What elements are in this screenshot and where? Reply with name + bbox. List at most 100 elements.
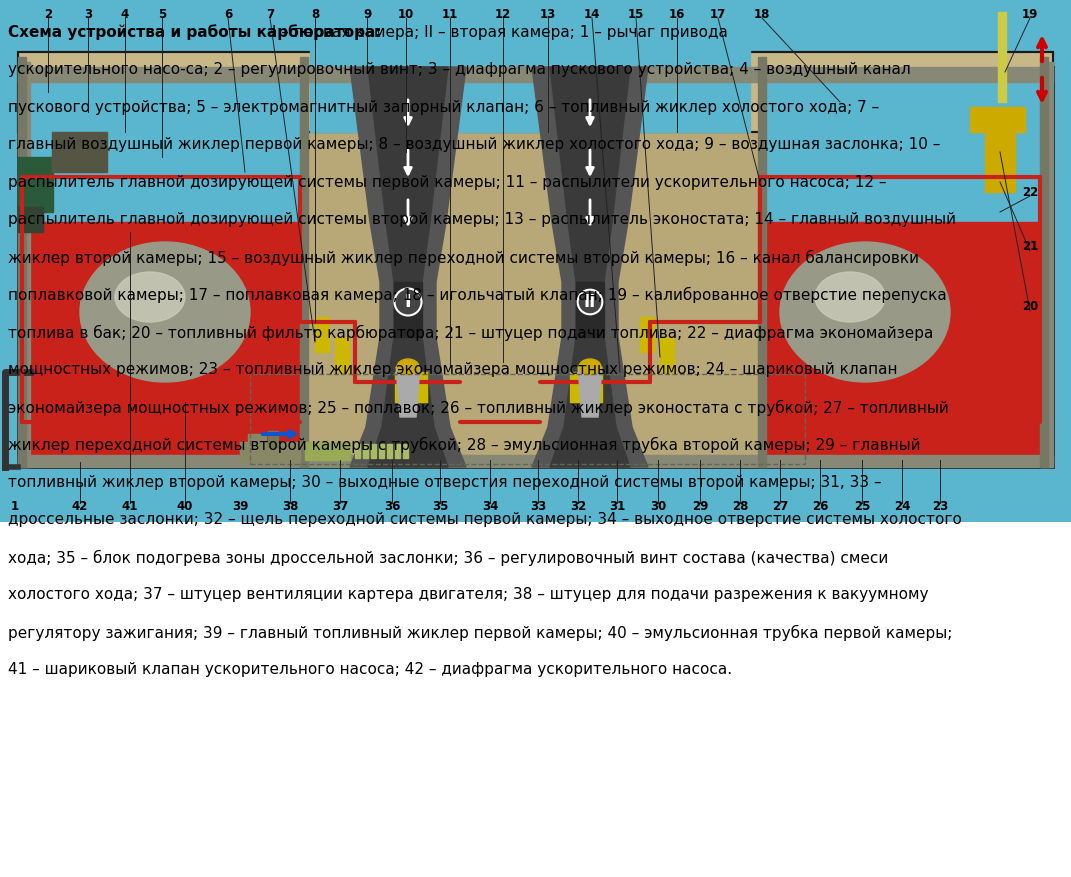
Text: 32: 32 (570, 501, 586, 514)
Bar (758, 57, 766, 467)
Text: 25: 25 (854, 501, 870, 514)
Text: 42: 42 (72, 501, 88, 514)
Bar (315, 317, 329, 352)
Polygon shape (396, 367, 420, 417)
Bar (240, 442, 300, 462)
Polygon shape (22, 222, 300, 464)
Bar (570, 372, 582, 402)
Text: топлива в бак; 20 – топливный фильтр карбюратора; 21 – штуцер подачи топлива; 22: топлива в бак; 20 – топливный фильтр кар… (7, 324, 933, 341)
Bar (403, 444, 408, 458)
Bar (248, 434, 266, 444)
Text: регулятору зажигания; 39 – главный топливный жиклер первой камеры; 40 – эмульсио: регулятору зажигания; 39 – главный топли… (7, 624, 952, 641)
Text: 3: 3 (84, 8, 92, 20)
Text: поплавковой камеры; 17 – поплавковая камера; 18 – игольчатый клапан; 19 – калибр: поплавковой камеры; 17 – поплавковая кам… (7, 287, 947, 303)
Text: 40: 40 (177, 501, 193, 514)
Bar (22, 69, 302, 464)
Bar (985, 127, 1015, 192)
Text: I: I (405, 293, 411, 311)
Bar (395, 444, 399, 458)
Bar (379, 444, 384, 458)
Bar (590, 372, 602, 402)
Text: 4: 4 (121, 8, 130, 20)
FancyBboxPatch shape (18, 67, 1053, 467)
Bar (250, 374, 805, 464)
Text: топливный жиклер второй камеры; 30 – выходные отверстия переходной системы второ: топливный жиклер второй камеры; 30 – вых… (7, 474, 881, 489)
Bar (660, 337, 674, 372)
Text: 17: 17 (710, 8, 726, 20)
Polygon shape (576, 282, 604, 337)
Text: 28: 28 (731, 501, 749, 514)
Text: 11: 11 (442, 8, 458, 20)
Text: 19: 19 (1022, 8, 1038, 20)
Text: хода; 35 – блок подогрева зоны дроссельной заслонки; 36 – регулировочный винт со: хода; 35 – блок подогрева зоны дроссельн… (7, 550, 888, 566)
Bar (387, 444, 392, 458)
Text: дроссельные заслонки; 32 – щель переходной системы первой камеры; 34 – выходное : дроссельные заслонки; 32 – щель переходн… (7, 512, 962, 527)
Text: I – первая камера; II – вторая камера; 1 – рычаг привода: I – первая камера; II – вторая камера; 1… (267, 25, 728, 39)
Polygon shape (394, 282, 422, 337)
Polygon shape (550, 67, 630, 467)
Bar (18, 207, 43, 232)
Text: 30: 30 (650, 501, 666, 514)
Text: ускорительного насо-са; 2 – регулировочный винт; 3 – диафрагма пускового устройс: ускорительного насо-са; 2 – регулировочн… (7, 62, 910, 77)
Text: 34: 34 (482, 501, 498, 514)
Text: 6: 6 (224, 8, 232, 20)
Text: 31: 31 (609, 501, 625, 514)
Bar (640, 317, 654, 352)
Bar (1041, 62, 1053, 467)
Polygon shape (578, 367, 602, 417)
Bar (300, 57, 308, 467)
Polygon shape (350, 67, 466, 467)
Text: пускового устройства; 5 – электромагнитный запорный клапан; 6 – топливный жиклер: пускового устройства; 5 – электромагнитн… (7, 100, 879, 115)
Bar (18, 52, 1053, 132)
Polygon shape (368, 67, 448, 467)
Bar (18, 157, 52, 212)
Bar (310, 47, 750, 132)
Text: 1: 1 (11, 501, 19, 514)
Text: II: II (584, 293, 597, 311)
Text: 5: 5 (157, 8, 166, 20)
Text: 23: 23 (932, 501, 948, 514)
Bar (998, 12, 1006, 32)
Text: жиклер переходной системы второй камеры с трубкой; 28 – эмульсионная трубка втор: жиклер переходной системы второй камеры … (7, 438, 920, 453)
Text: 16: 16 (668, 8, 685, 20)
Text: 14: 14 (584, 8, 600, 20)
Bar (18, 455, 1053, 467)
Bar (998, 32, 1006, 102)
Ellipse shape (115, 272, 185, 322)
Ellipse shape (780, 242, 950, 382)
Text: 41 – шариковый клапан ускорительного насоса; 42 – диафрагма ускорительного насос: 41 – шариковый клапан ускорительного нас… (7, 662, 733, 677)
Bar (52, 132, 107, 172)
Text: 27: 27 (772, 501, 788, 514)
Text: 36: 36 (383, 501, 401, 514)
Text: главный воздушный жиклер первой камеры; 8 – воздушный жиклер холостого хода; 9 –: главный воздушный жиклер первой камеры; … (7, 137, 940, 153)
Ellipse shape (579, 359, 601, 375)
Bar (268, 431, 278, 447)
Text: 20: 20 (1022, 301, 1038, 313)
Text: 41: 41 (122, 501, 138, 514)
Text: 26: 26 (812, 501, 828, 514)
Text: 10: 10 (397, 8, 414, 20)
Text: Схема устройства и работы карбюратора:: Схема устройства и работы карбюратора: (7, 25, 381, 40)
Text: 35: 35 (432, 501, 448, 514)
Text: 15: 15 (628, 8, 644, 20)
Ellipse shape (815, 272, 885, 322)
Polygon shape (760, 222, 1040, 464)
Bar (18, 57, 26, 467)
Bar (414, 372, 427, 402)
Bar (395, 372, 407, 402)
Bar (335, 337, 349, 372)
Text: 24: 24 (894, 501, 910, 514)
Text: распылитель главной дозирующей системы второй камеры; 13 – распылитель эконостат: распылитель главной дозирующей системы в… (7, 212, 956, 227)
Text: 2: 2 (44, 8, 52, 20)
Bar (355, 444, 360, 458)
Text: распылитель главной дозирующей системы первой камеры; 11 – распылители ускорител: распылитель главной дозирующей системы п… (7, 175, 887, 189)
Text: экономайзера мощностных режимов; 25 – поплавок; 26 – топливный жиклер эконостата: экономайзера мощностных режимов; 25 – по… (7, 400, 949, 416)
Text: жиклер второй камеры; 15 – воздушный жиклер переходной системы второй камеры; 16: жиклер второй камеры; 15 – воздушный жик… (7, 250, 919, 266)
Text: 37: 37 (332, 501, 348, 514)
Text: 22: 22 (1022, 186, 1038, 198)
Bar (970, 107, 1025, 132)
Text: 9: 9 (363, 8, 372, 20)
Bar (18, 62, 30, 467)
Text: 8: 8 (311, 8, 319, 20)
Text: 38: 38 (282, 501, 298, 514)
